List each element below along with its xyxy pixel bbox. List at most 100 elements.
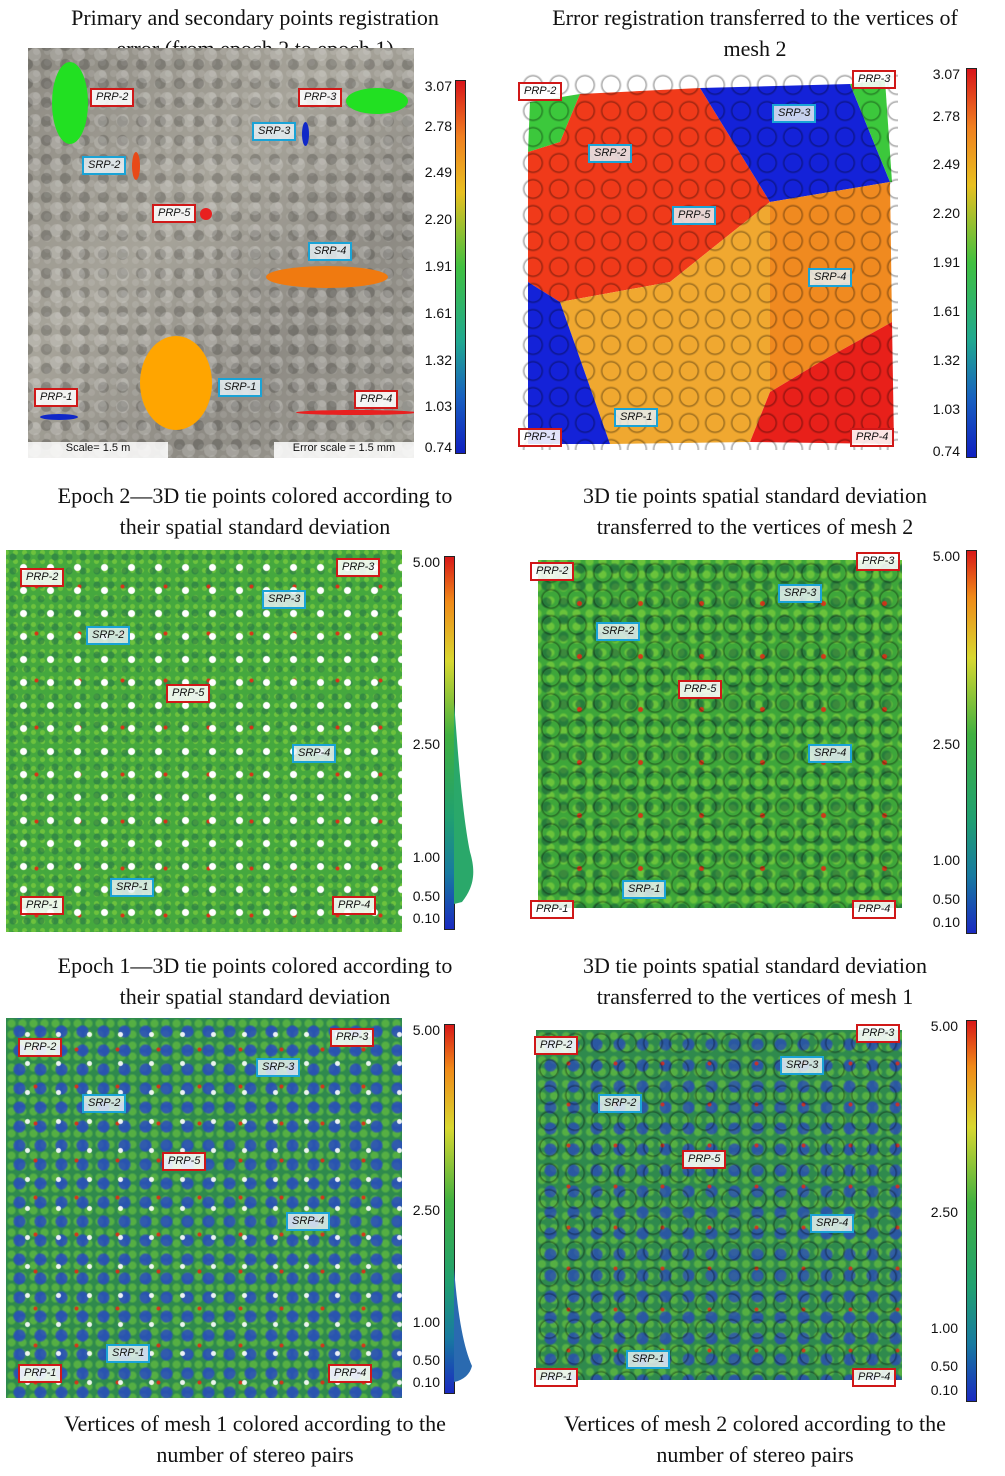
colorbar-tick: 1.00 (930, 1320, 958, 1336)
colorbar-gradient (966, 550, 977, 934)
marker-srp-3: SRP-3 (262, 590, 307, 609)
caption-line: Vertices of mesh 1 colored according to … (64, 1411, 446, 1436)
mesh-relief-texture (538, 560, 902, 908)
marker-prp-2: PRP-2 (90, 88, 135, 107)
caption-panel-4: 3D tie points spatial standard deviation… (510, 480, 1000, 542)
colorbar-tick: 0.10 (412, 910, 440, 926)
colorbar-tick: 2.50 (930, 1204, 958, 1220)
marker-srp-3: SRP-3 (256, 1058, 301, 1077)
colorbar-tick: 2.20 (932, 205, 960, 221)
colorbar-tick: 0.10 (932, 914, 960, 930)
error-ellipse-prp4 (296, 410, 414, 415)
marker-prp-1: PRP-1 (530, 900, 575, 919)
error-ellipse-srp2 (132, 152, 140, 180)
caption-line: their spatial standard deviation (119, 514, 391, 539)
colorbar-tick: 0.50 (930, 1358, 958, 1374)
registration-error-photo: PRP-2 PRP-3 SRP-3 SRP-2 PRP-5 SRP-4 SRP-… (28, 48, 414, 458)
marker-prp-4: PRP-4 (852, 900, 897, 919)
colorbar-tick: 1.00 (412, 1314, 440, 1330)
marker-srp-2: SRP-2 (82, 1094, 127, 1113)
marker-prp-1: PRP-1 (34, 388, 79, 407)
colorbar-tick: 2.78 (424, 118, 452, 134)
caption-line: 3D tie points spatial standard deviation (583, 953, 927, 978)
marker-prp-4: PRP-4 (328, 1364, 373, 1383)
colorbar-tick: 2.49 (932, 156, 960, 172)
caption-panel-6: 3D tie points spatial standard deviation… (510, 950, 1000, 1012)
marker-prp-2: PRP-2 (530, 562, 575, 581)
marker-prp-1: PRP-1 (20, 896, 65, 915)
marker-prp-5: PRP-5 (678, 680, 723, 699)
mesh2-stereo-pairs: SRP-3 SRP-2 PRP-5 SRP-4 SRP-1 (536, 1030, 902, 1380)
caption-line: Error registration transferred to the ve… (552, 5, 958, 30)
marker-srp-1: SRP-1 (110, 878, 155, 897)
stdev-colorbar-panel-3: 5.00 2.50 1.00 0.50 0.10 (400, 552, 478, 936)
caption-line: Epoch 1—3D tie points colored according … (57, 953, 453, 978)
marker-prp-3: PRP-3 (336, 558, 381, 577)
marker-srp-1: SRP-1 (626, 1350, 671, 1369)
histogram-curve (454, 702, 474, 904)
marker-srp-1: SRP-1 (106, 1344, 151, 1363)
point-cloud-texture (6, 1018, 402, 1398)
colorbar-tick: 0.10 (930, 1382, 958, 1398)
colorbar-gradient (444, 1024, 455, 1394)
marker-prp-5: PRP-5 (152, 204, 197, 223)
colorbar-tick: 2.78 (932, 108, 960, 124)
marker-prp-5: PRP-5 (166, 684, 211, 703)
error-ellipse-srp1 (140, 336, 212, 430)
histogram-curve (454, 1268, 472, 1382)
caption-panel-3: Epoch 2—3D tie points colored according … (10, 480, 500, 542)
caption-panel-7: Vertices of mesh 1 colored according to … (10, 1408, 500, 1470)
marker-prp-1: PRP-1 (518, 428, 563, 447)
marker-srp-3: SRP-3 (778, 584, 823, 603)
caption-panel-5: Epoch 1—3D tie points colored according … (10, 950, 500, 1012)
colorbar-tick: 0.74 (424, 439, 452, 455)
marker-prp-1: PRP-1 (534, 1368, 579, 1387)
marker-prp-3: PRP-3 (330, 1028, 375, 1047)
colorbar-tick: 3.07 (424, 78, 452, 94)
error-colorbar-panel-2: 3.07 2.78 2.49 2.20 1.91 1.61 1.32 1.03 … (920, 66, 1000, 466)
colorbar-gradient (455, 80, 466, 454)
marker-prp-5: PRP-5 (682, 1150, 727, 1169)
caption-line: their spatial standard deviation (119, 984, 391, 1009)
colorbar-tick: 1.32 (932, 352, 960, 368)
caption-panel-8: Vertices of mesh 2 colored according to … (510, 1408, 1000, 1470)
marker-prp-5: PRP-5 (672, 206, 717, 225)
colorbar-gradient (966, 68, 977, 458)
marker-srp-2: SRP-2 (596, 622, 641, 641)
marker-srp-2: SRP-2 (86, 626, 131, 645)
marker-prp-2: PRP-2 (20, 568, 65, 587)
colorbar-tick: 2.50 (932, 736, 960, 752)
stdev-colorbar-panel-6: 5.00 2.50 1.00 0.50 0.10 (918, 1016, 998, 1406)
mesh-relief-texture (520, 72, 898, 450)
error-scale-label: Error scale = 1.5 mm (292, 442, 396, 454)
colorbar-tick: 5.00 (932, 548, 960, 564)
colorbar-tick: 1.91 (932, 254, 960, 270)
caption-line: Epoch 2—3D tie points colored according … (57, 483, 453, 508)
colorbar-tick: 0.50 (412, 1352, 440, 1368)
marker-prp-3: PRP-3 (856, 1024, 901, 1043)
marker-srp-2: SRP-2 (588, 144, 633, 163)
colorbar-tick: 5.00 (930, 1018, 958, 1034)
colorbar-tick: 5.00 (412, 1022, 440, 1038)
marker-srp-3: SRP-3 (772, 104, 817, 123)
marker-prp-2: PRP-2 (18, 1038, 63, 1057)
caption-line: 3D tie points spatial standard deviation (583, 483, 927, 508)
marker-prp-2: PRP-2 (534, 1036, 579, 1055)
caption-line: transferred to the vertices of mesh 2 (596, 514, 914, 539)
caption-line: Vertices of mesh 2 colored according to … (564, 1411, 946, 1436)
marker-prp-2: PRP-2 (518, 82, 563, 101)
error-ellipse-srp4 (266, 266, 388, 288)
marker-srp-2: SRP-2 (82, 156, 127, 175)
colorbar-tick: 0.50 (932, 891, 960, 907)
caption-line: transferred to the vertices of mesh 1 (596, 984, 914, 1009)
caption-panel-2: Error registration transferred to the ve… (510, 2, 1000, 64)
marker-srp-1: SRP-1 (614, 408, 659, 427)
colorbar-tick: 1.32 (424, 352, 452, 368)
registration-error-mesh: SRP-3 SRP-2 PRP-5 SRP-4 SRP-1 (520, 72, 898, 450)
mesh-region-map (528, 80, 894, 444)
mesh-surface-texture (538, 560, 902, 908)
error-colorbar-panel-1: 3.07 2.78 2.49 2.20 1.91 1.61 1.32 1.03 … (412, 78, 472, 458)
marker-srp-4: SRP-4 (308, 242, 353, 261)
marker-srp-4: SRP-4 (808, 268, 853, 287)
error-ellipse-prp3 (346, 88, 408, 114)
